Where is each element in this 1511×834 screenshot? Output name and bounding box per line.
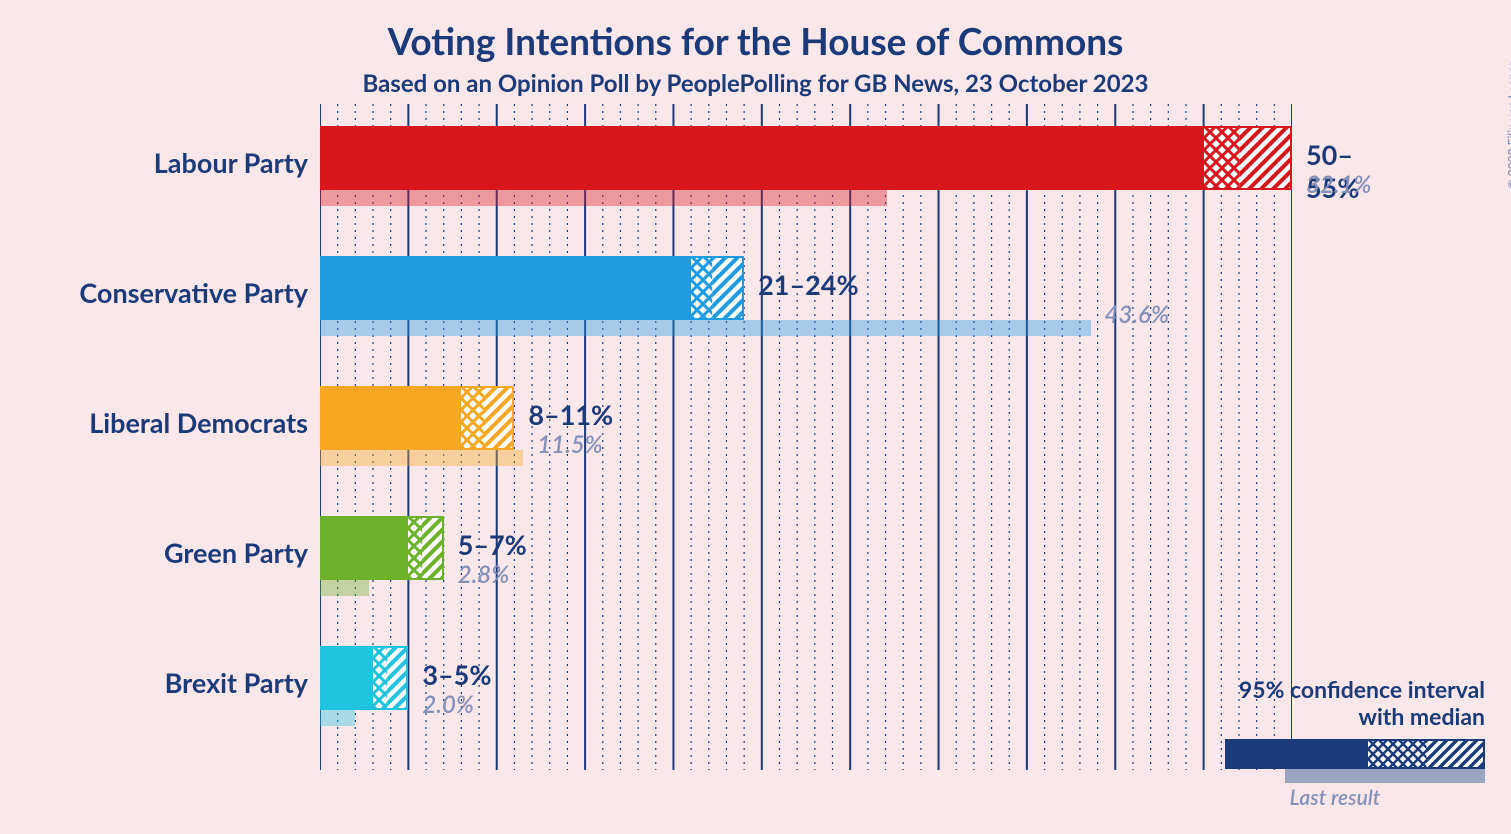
last-result-label: 43.6% — [1105, 300, 1169, 329]
range-label: 3–5% — [422, 658, 491, 691]
bar-pattern — [1204, 126, 1292, 190]
last-result-label: 11.5% — [537, 430, 603, 459]
last-result-bar — [320, 450, 523, 466]
legend-bar-pattern — [1368, 739, 1485, 769]
last-result-label: 32.1% — [1306, 170, 1372, 199]
party-label: Brexit Party — [8, 666, 308, 699]
party-label: Green Party — [8, 536, 308, 569]
last-result-bar — [320, 320, 1091, 336]
party-label: Liberal Democrats — [8, 406, 308, 439]
confidence-bar — [320, 126, 1292, 190]
bar-pattern — [461, 386, 514, 450]
bar-fill — [320, 126, 1204, 190]
party-row: Conservative Party 21–24%43.6% — [320, 246, 1292, 376]
last-result-bar — [320, 710, 355, 726]
legend-title-line2: with median — [1359, 702, 1486, 730]
legend-last-bar — [1285, 769, 1485, 783]
party-row: Brexit Party 3–5%2.0% — [320, 636, 1292, 766]
legend: 95% confidence interval with median Last… — [1185, 676, 1485, 810]
legend-last-label: Last result — [1185, 785, 1485, 810]
confidence-bar — [320, 646, 408, 710]
party-label: Conservative Party — [8, 276, 308, 309]
legend-confidence-bar — [1225, 739, 1485, 769]
legend-title-line1: 95% confidence interval — [1239, 675, 1485, 703]
confidence-bar — [320, 256, 744, 320]
legend-bar-fill — [1225, 739, 1368, 769]
bar-fill — [320, 516, 408, 580]
party-row: Liberal Democrats 8–11%11.5% — [320, 376, 1292, 506]
bar-pattern — [373, 646, 408, 710]
chart-title: Voting Intentions for the House of Commo… — [0, 0, 1511, 63]
range-label: 5–7% — [458, 528, 527, 561]
bar-chart: Labour Party 50–55%32.1%Conservative Par… — [320, 104, 1292, 804]
party-row: Green Party 5–7%2.8% — [320, 506, 1292, 636]
last-result-label: 2.8% — [458, 560, 510, 589]
confidence-bar — [320, 386, 514, 450]
range-label: 21–24% — [758, 268, 858, 301]
range-label: 8–11% — [528, 398, 613, 431]
bar-fill — [320, 256, 691, 320]
last-result-bar — [320, 190, 887, 206]
party-label: Labour Party — [8, 146, 308, 179]
chart-subtitle: Based on an Opinion Poll by PeoplePollin… — [0, 63, 1511, 98]
bar-fill — [320, 646, 373, 710]
last-result-bar — [320, 580, 369, 596]
confidence-bar — [320, 516, 444, 580]
bar-pattern — [691, 256, 744, 320]
bar-fill — [320, 386, 461, 450]
bar-pattern — [408, 516, 443, 580]
copyright-note: © 2023 Filip van Laenen — [1505, 60, 1511, 189]
party-row: Labour Party 50–55%32.1% — [320, 116, 1292, 246]
legend-title: 95% confidence interval with median — [1185, 676, 1485, 731]
last-result-label: 2.0% — [422, 690, 474, 719]
